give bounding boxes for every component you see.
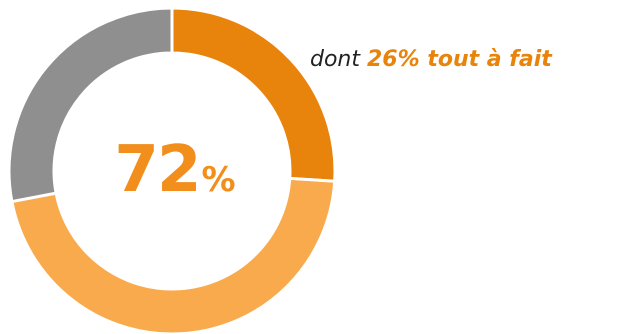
donut-slice-3 <box>7 6 174 204</box>
annotation-highlight: 26% tout à fait <box>367 47 552 72</box>
center-total-label: 72% <box>108 138 242 202</box>
annotation-text: dont 26% tout à fait <box>310 46 552 74</box>
center-total-unit: % <box>201 160 236 200</box>
donut-slice-2 <box>10 176 337 334</box>
annotation-prefix: dont <box>310 47 367 72</box>
center-total-value: 72 <box>114 133 201 207</box>
